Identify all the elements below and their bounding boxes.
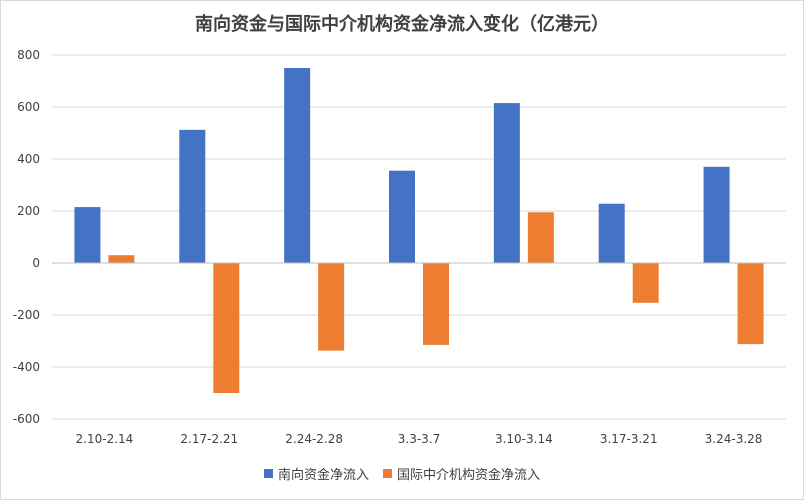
x-tick-label: 2.17-2.21 <box>180 432 238 446</box>
y-tick-label: 400 <box>17 152 40 166</box>
y-tick-label: 200 <box>17 204 40 218</box>
y-tick-label: -200 <box>13 308 40 322</box>
bar-southbound <box>179 129 206 263</box>
x-tick-label: 3.3-3.7 <box>398 432 441 446</box>
bar-international <box>632 263 659 303</box>
y-tick-label: 600 <box>17 100 40 114</box>
bar-international <box>318 263 345 351</box>
bar-southbound <box>598 203 625 263</box>
legend-item-international: 国际中介机构资金净流入 <box>383 464 540 483</box>
x-tick-label: 3.10-3.14 <box>495 432 553 446</box>
y-tick-label: -600 <box>13 412 40 426</box>
bar-international <box>527 212 554 263</box>
legend-label-international: 国际中介机构资金净流入 <box>397 468 541 483</box>
x-tick-label: 2.24-2.28 <box>285 432 343 446</box>
legend-label-southbound: 南向资金净流入 <box>277 468 369 483</box>
x-tick-label: 2.10-2.14 <box>76 432 134 446</box>
x-tick-label: 3.17-3.21 <box>600 432 658 446</box>
bar-international <box>108 255 135 263</box>
y-tick-label: -400 <box>13 360 40 374</box>
bar-international <box>423 263 449 345</box>
bar-international <box>737 263 764 345</box>
bar-southbound <box>703 166 730 263</box>
bar-southbound <box>74 207 101 263</box>
chart-title: 南向资金与国际中介机构资金净流入变化（亿港元） <box>195 14 609 35</box>
chart-legend: 南向资金净流入 国际中介机构资金净流入 <box>0 464 804 483</box>
y-tick-label: 800 <box>17 48 40 62</box>
y-tick-label: 0 <box>32 256 40 270</box>
x-tick-label: 3.24-3.28 <box>705 432 763 446</box>
legend-swatch-international <box>383 469 392 478</box>
bar-southbound <box>493 103 520 263</box>
bar-international <box>213 263 240 393</box>
bar-southbound <box>284 68 311 263</box>
legend-item-southbound: 南向资金净流入 <box>263 464 369 483</box>
bar-southbound <box>389 170 415 263</box>
legend-swatch-southbound <box>263 469 273 478</box>
